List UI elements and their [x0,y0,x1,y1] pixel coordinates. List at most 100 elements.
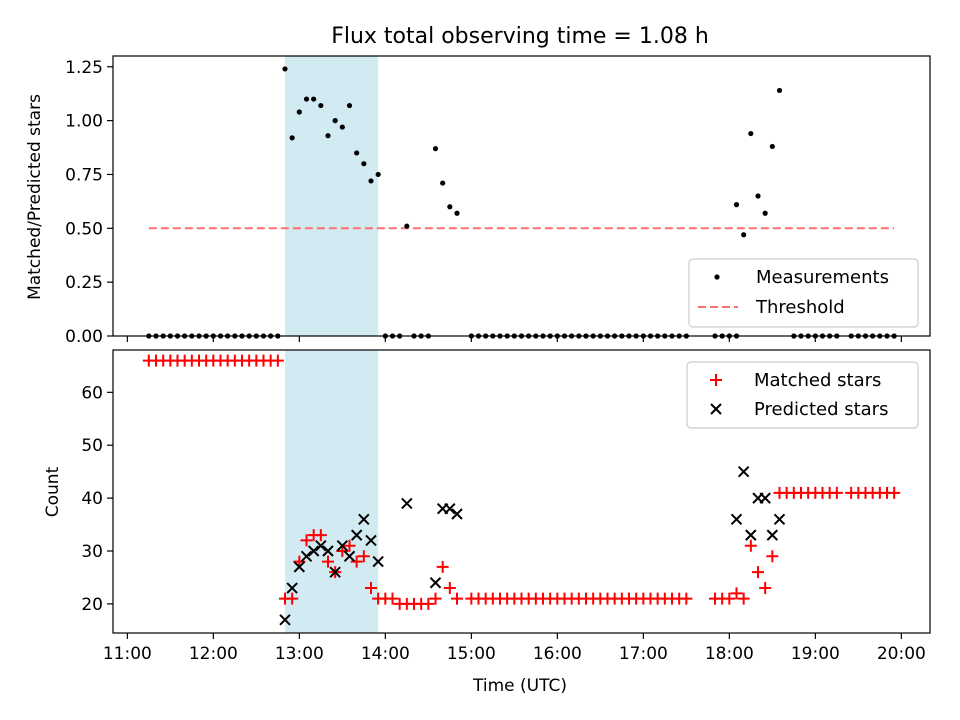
legend-matched-label: Matched stars [754,370,881,391]
y-tick-label: 0.25 [65,273,103,293]
predicted-star-point [286,582,298,594]
matched-star-point [386,592,399,605]
measurement-point [748,130,754,137]
predicted-star-point [322,545,334,557]
measurement-point [368,178,374,184]
measurement-point [447,204,453,210]
x-tick-label: 17:00 [619,644,668,664]
measurement-point [311,96,317,102]
matched-star-point [766,550,779,563]
predicted-star-point [745,529,757,541]
x-tick-label: 19:00 [791,644,840,664]
predicted-star-point [315,540,327,552]
legend-measurements-label: Measurements [756,267,889,288]
predicted-star-point [336,540,349,552]
top-legend: Measurements Threshold [688,258,919,328]
matched-star-point [680,592,693,605]
matched-star-point [286,592,299,605]
legend-predicted-marker [710,403,722,415]
bottom-y-axis-label: Count [43,466,63,517]
matched-star-point [300,534,313,547]
top-highlight-span [285,56,379,336]
bottom-panel: 20 30 40 50 60 11:00 12:00 13:00 14:00 15:00 16:0… [43,349,931,696]
predicted-star-point [773,513,786,525]
top-axes-frame [112,55,931,337]
predicted-star-point [307,545,320,557]
matched-star-point [830,486,843,499]
matched-star-point [357,550,370,563]
legend-matched-marker [710,374,722,386]
x-tick-label: 12:00 [189,644,238,664]
predicted-star-point [730,513,743,525]
top-y-axis: 0.00 0.25 0.50 0.75 1.00 1.25 [65,58,113,347]
matched-star-point [443,582,456,595]
measurement-point [339,124,345,130]
measurement-point [318,102,324,109]
measurement-point [741,232,747,238]
predicted-star-point [358,513,370,525]
predicted-star-point [737,465,750,478]
matched-star-point [422,597,435,610]
measurement-point [375,171,381,178]
matched-star-point [350,555,363,568]
top-x-ticks [126,336,902,342]
predicted-star-point [300,550,313,563]
measurement-point [296,109,302,115]
top-panel: 0.00 0.25 0.50 0.75 1.00 1.25 Matched/Predict… [25,55,931,347]
legend-measurements-marker [714,274,720,280]
predicted-star-points [279,465,786,626]
measurement-point [755,193,761,199]
measurement-point [454,210,460,216]
y-tick-label: 0.00 [65,327,103,347]
y-tick-label: 1.00 [65,112,103,132]
measurement-point [733,202,740,208]
y-tick-label: 0.50 [65,219,103,239]
predicted-star-point [343,550,356,563]
x-tick-label: 15:00 [447,644,496,664]
predicted-star-point [401,497,413,510]
x-tick-label: 13:00 [275,644,324,664]
measurement-point [762,210,768,216]
x-tick-label: 14:00 [361,644,410,664]
matched-star-point [314,529,327,542]
matched-star-points [142,354,901,610]
matched-star-point [322,555,334,568]
matched-star-point [737,592,750,605]
measurement-point [325,133,331,139]
measurement-point [361,161,367,167]
bottom-legend: Matched stars Predicted stars [686,361,919,429]
matched-star-point [343,539,356,552]
predicted-star-point [365,534,377,547]
matched-star-point [365,582,377,595]
measurement-point [303,96,310,102]
predicted-star-point [372,555,384,568]
matched-star-point [429,592,442,605]
matched-star-point [744,539,757,552]
matched-star-point [271,354,284,367]
top-y-axis-label: Matched/Predicted stars [25,94,45,300]
matched-star-point [752,566,764,579]
bottom-highlight-span [285,350,379,633]
bottom-axes-frame [112,349,931,634]
predicted-star-point [444,502,456,515]
x-tick-label: 16:00 [533,644,582,664]
predicted-star-point [759,492,771,504]
y-tick-label: 20 [81,595,103,615]
measurement-point [332,118,338,124]
predicted-star-point [279,614,291,626]
bottom-x-axis: 11:00 12:00 13:00 14:00 15:00 16:00 17:00 18:00… [103,633,926,664]
legend-predicted-label: Predicted stars [754,399,888,420]
measurement-point [346,102,353,109]
predicted-star-point [329,566,341,578]
matched-star-point [436,560,449,573]
x-tick-label: 20:00 [877,644,926,664]
predicted-star-point [293,561,306,573]
y-tick-label: 60 [81,383,103,403]
predicted-star-point [451,508,463,520]
matched-star-point [888,486,901,499]
measurement-point [769,143,775,150]
matched-star-point [451,592,463,605]
predicted-star-point [429,577,442,589]
predicted-star-point [350,529,363,541]
y-tick-label: 50 [81,436,103,456]
